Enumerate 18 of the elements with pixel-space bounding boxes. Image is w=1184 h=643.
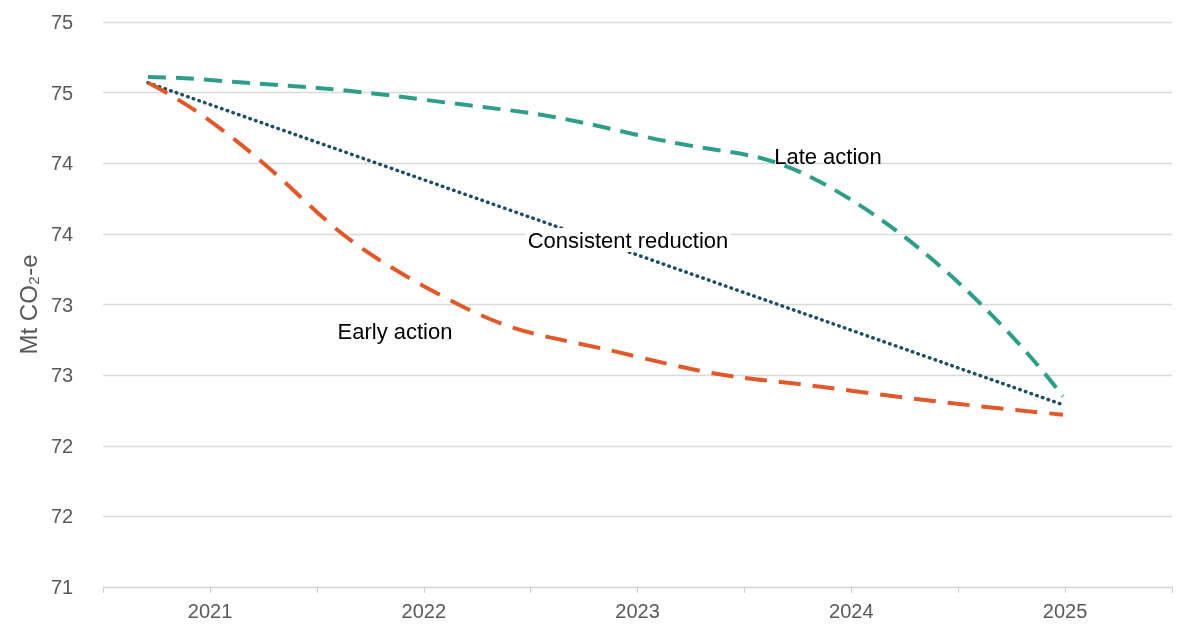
y-tick-label: 73 bbox=[50, 364, 74, 387]
x-tick-label: 2021 bbox=[187, 600, 233, 622]
y-tick-label: 72 bbox=[50, 434, 74, 457]
x-tick-label: 2025 bbox=[1042, 600, 1088, 622]
annotation: Late action bbox=[774, 143, 882, 169]
y-axis-title: Mt CO₂-e bbox=[14, 254, 42, 355]
annotation: Consistent reduction bbox=[527, 227, 729, 253]
x-tick-label: 2023 bbox=[615, 600, 660, 622]
y-tick-label: 74 bbox=[50, 222, 74, 245]
annotation: Early action bbox=[337, 318, 453, 344]
x-tick-label: 2024 bbox=[829, 600, 874, 622]
y-tick-label: 71 bbox=[50, 576, 74, 598]
y-tick-label: 73 bbox=[50, 293, 74, 316]
y-tick-label: 72 bbox=[50, 505, 74, 528]
y-tick-label: 75 bbox=[50, 81, 74, 104]
x-tick-label: 2022 bbox=[401, 600, 447, 622]
y-tick-label: 75 bbox=[50, 11, 74, 33]
y-tick-label: 74 bbox=[50, 152, 74, 175]
